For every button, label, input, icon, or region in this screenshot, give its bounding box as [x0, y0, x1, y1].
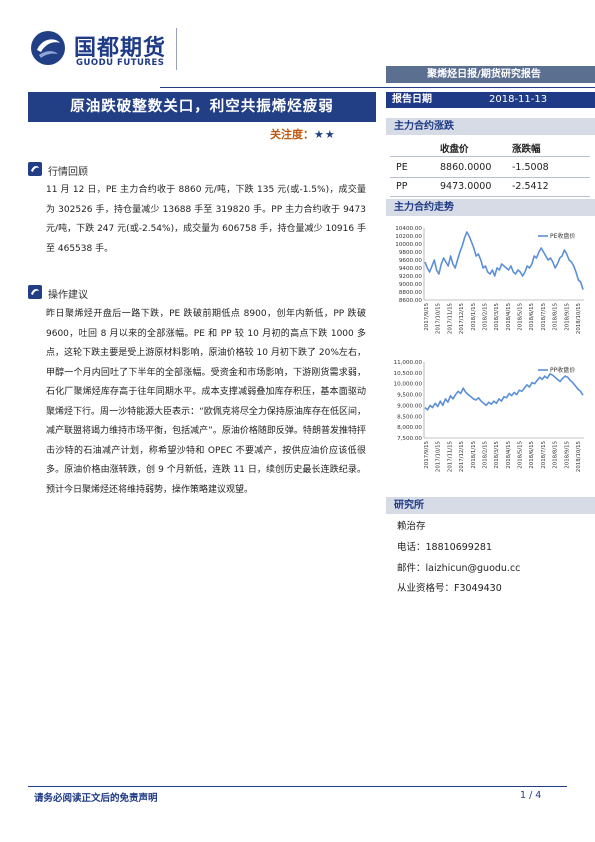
x-tick-label: 2017/10/15 [436, 441, 442, 472]
section-bullet-icon [28, 162, 42, 176]
series-line [424, 231, 584, 290]
table-rule [390, 177, 590, 178]
page-number: 1 / 4 [520, 790, 542, 801]
x-tick-label: 2017/10/15 [436, 303, 442, 334]
pe-price-chart: 10400.00 10200.00 10000.00 9800.00 9600.00 94… [395, 226, 584, 334]
section-bullet-icon [28, 285, 42, 299]
x-tick-label: 2018/3/15 [494, 303, 500, 331]
table-row-change: -1.5008 [512, 162, 549, 173]
y-tick-label: 9200.00 [399, 274, 423, 280]
report-date-label: 报告日期 [392, 94, 432, 105]
table-rule [390, 196, 590, 197]
y-tick-label: 10200.00 [395, 234, 422, 240]
legend-label: PP收盘价 [550, 366, 575, 374]
x-tick-label: 2018/4/15 [506, 441, 512, 469]
report-type-band [386, 66, 595, 83]
legend-label: PE收盘价 [550, 232, 575, 240]
price-table-header-bar [386, 118, 595, 135]
y-tick-label: 10,000.00 [394, 382, 423, 388]
attention-rating: 关注度：★★ [270, 126, 336, 142]
x-tick-label: 2018/1/15 [471, 303, 477, 331]
x-tick-label: 2018/8/15 [553, 441, 559, 469]
x-tick-label: 2018/9/15 [564, 303, 570, 331]
table-row-change: -2.5412 [512, 181, 549, 192]
logo-divider [176, 28, 177, 70]
y-tick-label: 10400.00 [395, 226, 422, 232]
x-tick-label: 2018/9/15 [564, 441, 570, 469]
x-tick-label: 2018/3/15 [494, 441, 500, 469]
y-tick-label: 9,500.00 [397, 393, 422, 399]
section-title-review: 行情回顾 [48, 167, 88, 178]
footer-rule [28, 786, 567, 787]
y-tick-label: 9400.00 [399, 266, 423, 272]
x-tick-label: 2017/11/15 [447, 303, 453, 334]
report-title: 原油跌破整数关口，利空共振烯烃疲弱 [70, 99, 334, 115]
y-tick-label: 9600.00 [399, 258, 423, 264]
x-tick-label: 2018/6/15 [529, 303, 535, 331]
x-tick-label: 2018/10/15 [576, 303, 582, 334]
x-tick-label: 2017/11/15 [447, 441, 453, 472]
x-tick-label: 2018/6/15 [529, 441, 535, 469]
y-tick-label: 9,000.00 [397, 403, 422, 409]
trend-title: 主力合约走势 [394, 202, 454, 213]
y-tick-label: 9000.00 [399, 282, 423, 288]
table-row-name: PP [396, 181, 408, 192]
x-tick-label: 2018/4/15 [506, 303, 512, 331]
col-change-header: 涨跌幅 [512, 144, 541, 155]
research-title: 研究所 [394, 500, 424, 511]
advice-text: 昨日聚烯烃开盘后一路下跌，PE 跌破前期低点 8900，创年内新低，PP 跌破 … [46, 309, 366, 495]
review-paragraph: 11 月 12 日，PE 主力合约收于 8860 元/吨，下跌 135 元(或-… [46, 181, 366, 259]
guodu-logo-mark-icon [31, 31, 65, 65]
x-tick-label: 2017/12/15 [459, 303, 465, 334]
x-tick-label: 2018/5/15 [518, 303, 524, 331]
pp-price-chart: 11,000.00 10,500.00 10,000.00 9,500.00 9,000… [394, 360, 584, 472]
col-close-header: 收盘价 [440, 144, 469, 155]
title-banner [28, 92, 376, 122]
x-tick-label: 2017/9/15 [424, 303, 430, 331]
analyst-license: 从业资格号：F3049430 [397, 583, 502, 594]
table-row-name: PE [396, 162, 408, 173]
x-tick-label: 2018/8/15 [553, 303, 559, 331]
x-tick-label: 2017/12/15 [459, 441, 465, 472]
header-rule [160, 87, 595, 88]
x-tick-label: 2018/7/15 [541, 441, 547, 469]
table-row-close: 9473.0000 [440, 181, 492, 192]
series-line [424, 373, 584, 411]
research-header-bar [386, 497, 595, 514]
company-logo-english: GUODU FUTURES [76, 58, 165, 68]
attention-label: 关注度： [270, 128, 314, 141]
review-text: 11 月 12 日，PE 主力合约收于 8860 元/吨，下跌 135 元(或-… [46, 185, 366, 254]
y-tick-label: 8600.00 [399, 298, 423, 304]
analyst-email: 邮件：laizhicun@guodu.cc [397, 563, 521, 574]
section-title-advice: 操作建议 [48, 290, 88, 301]
y-tick-label: 8,000.00 [397, 425, 422, 431]
y-tick-label: 10000.00 [395, 242, 422, 248]
x-tick-label: 2018/1/15 [471, 441, 477, 469]
report-date-bar [386, 92, 595, 108]
report-date-value: 2018-11-13 [489, 94, 548, 105]
x-tick-label: 2018/10/15 [576, 441, 582, 472]
y-tick-label: 7,500.00 [397, 436, 422, 442]
report-type-label: 聚烯烃日报/期货研究报告 [427, 69, 541, 80]
advice-paragraph: 昨日聚烯烃开盘后一路下跌，PE 跌破前期低点 8900，创年内新低，PP 跌破 … [46, 305, 366, 500]
y-tick-label: 8,500.00 [397, 414, 422, 420]
y-tick-label: 11,000.00 [394, 360, 423, 366]
analyst-phone: 电话：18810699281 [397, 542, 492, 553]
x-tick-label: 2018/2/15 [482, 441, 488, 469]
y-tick-label: 9800.00 [399, 250, 423, 256]
analyst-name: 赖治存 [397, 521, 426, 532]
x-tick-label: 2017/9/15 [424, 441, 430, 469]
attention-stars: ★★ [314, 128, 336, 141]
x-tick-label: 2018/5/15 [518, 441, 524, 469]
company-logo-text: 国都期货 [74, 36, 167, 61]
table-rule [390, 156, 590, 157]
x-tick-label: 2018/2/15 [482, 303, 488, 331]
table-row-close: 8860.0000 [440, 162, 492, 173]
x-tick-label: 2018/7/15 [541, 303, 547, 331]
price-table-title: 主力合约涨跌 [394, 121, 454, 132]
y-tick-label: 10,500.00 [394, 371, 423, 377]
y-tick-label: 8800.00 [399, 290, 423, 296]
disclaimer-notice: 请务必阅读正文后的免责声明 [34, 793, 158, 804]
trend-header-bar [386, 199, 595, 216]
